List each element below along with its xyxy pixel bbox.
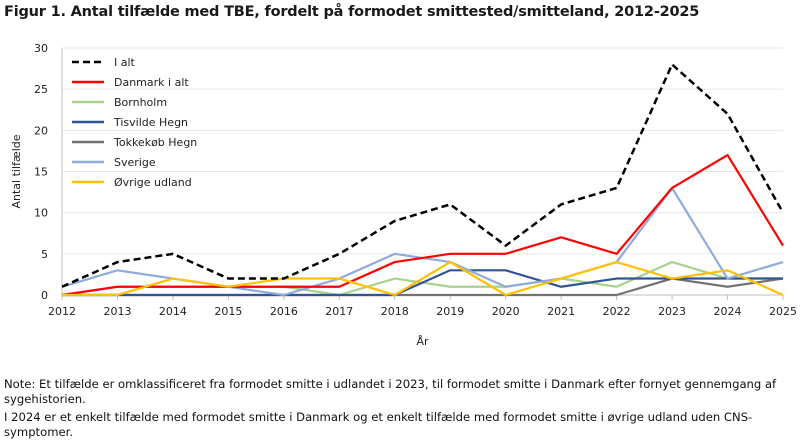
x-tick-label: 2021 <box>547 305 575 318</box>
y-tick-label: 30 <box>34 42 48 55</box>
x-tick-label: 2017 <box>325 305 353 318</box>
y-tick-label: 20 <box>34 124 48 137</box>
y-tick-label: 25 <box>34 83 48 96</box>
x-tick-label: 2015 <box>214 305 242 318</box>
x-tick-label: 2013 <box>103 305 131 318</box>
x-tick-label: 2025 <box>769 305 797 318</box>
note-1: Note: Et tilfælde er omklassificeret fra… <box>4 377 777 406</box>
series-line-danmark-i-alt <box>61 153 784 297</box>
x-tick-label: 2024 <box>714 305 742 318</box>
legend-label: Tisvilde Hegn <box>113 116 188 129</box>
legend-label: I alt <box>114 56 136 69</box>
y-tick-label: 10 <box>34 207 48 220</box>
legend-label: Bornholm <box>114 96 167 109</box>
x-axis-label: År <box>416 335 429 348</box>
x-tick-label: 2014 <box>159 305 187 318</box>
legend-label: Sverige <box>114 156 156 169</box>
y-tick-label: 15 <box>34 166 48 179</box>
legend-label: Danmark i alt <box>114 76 189 89</box>
x-tick-label: 2018 <box>381 305 409 318</box>
x-tick-label: 2012 <box>48 305 76 318</box>
series-line-øvrige-udland <box>62 260 784 297</box>
note-2: I 2024 er et enkelt tilfælde med formode… <box>4 410 753 439</box>
chart-title: Figur 1. Antal tilfælde med TBE, fordelt… <box>4 4 700 20</box>
legend-label: Øvrige udland <box>114 176 192 189</box>
y-tick-label: 5 <box>41 248 48 261</box>
y-tick-label: 0 <box>41 289 48 302</box>
x-tick-label: 2022 <box>603 305 631 318</box>
x-tick-label: 2020 <box>492 305 520 318</box>
legend-label: Tokkekøb Hegn <box>113 136 197 149</box>
y-axis-label: Antal tilfælde <box>10 134 23 208</box>
series-line-tisvilde-hegn <box>62 269 783 297</box>
x-tick-label: 2016 <box>270 305 298 318</box>
x-tick-label: 2019 <box>436 305 464 318</box>
x-tick-label: 2023 <box>658 305 686 318</box>
series-line-i-alt <box>61 63 785 288</box>
